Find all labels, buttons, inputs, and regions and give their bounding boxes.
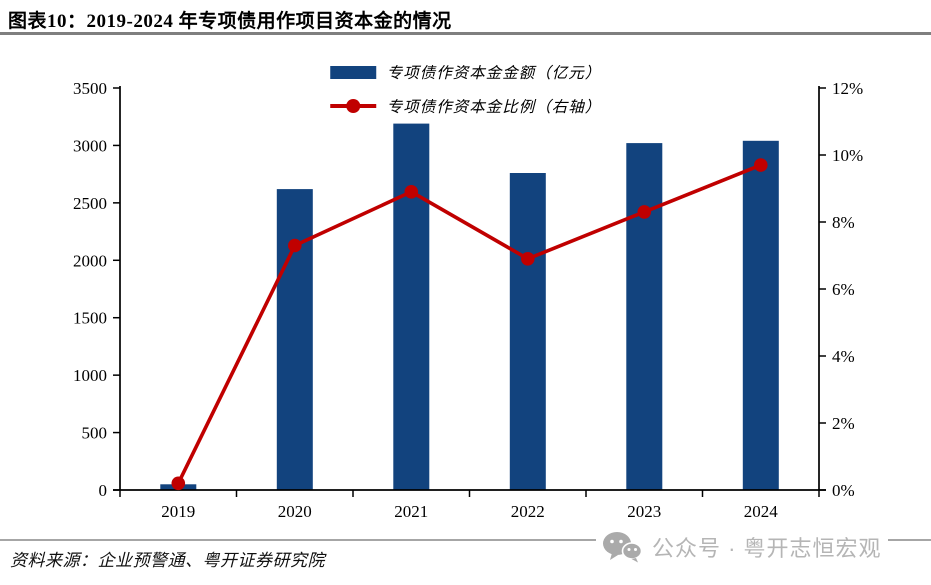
legend-label-line-series: 专项债作资本金比例（右轴） [386,99,602,116]
legend-item-bar-series: 专项债作资本金金额（亿元） [329,61,602,83]
chart-title: 图表10：2019-2024 年专项债用作项目资本金的情况 [8,11,452,32]
legend-line-marker [345,99,360,113]
legend-swatch-line [329,99,376,113]
left-axis-tick-label: 500 [82,424,108,443]
left-axis-tick-label: 3500 [73,79,107,98]
line-marker-2019 [171,476,186,491]
x-axis-label: 2023 [627,502,661,521]
left-axis-tick-label: 0 [99,481,108,500]
source-note: 资料来源：企业预警通、粤开证券研究院 [10,551,325,570]
line-marker-2024 [754,158,768,172]
legend-label-bar-series: 专项债作资本金金额（亿元） [386,65,602,82]
right-axis-tick-label: 2% [832,414,855,433]
x-axis-label: 2019 [161,502,195,521]
bar-2022 [509,173,546,490]
left-axis-tick-label: 1500 [73,309,107,328]
watermark-text: 公众号 · 粤开志恒宏观 [652,536,882,561]
wechat-icon [603,532,642,563]
title-divider [0,32,931,35]
line-marker-2022 [521,251,535,266]
legend-item-line-series: 专项债作资本金比例（右轴） [329,95,602,117]
line-marker-2020 [288,238,302,253]
bar-2021 [393,123,430,490]
chart-legend: 专项债作资本金金额（亿元） 专项债作资本金比例（右轴） [329,61,602,117]
left-axis-tick-label: 3000 [73,136,107,155]
right-axis-tick-label: 12% [832,79,863,98]
left-axis-tick-label: 1000 [73,366,107,385]
left-axis-tick-label: 2000 [73,251,107,270]
x-axis-label: 2022 [511,502,545,521]
left-axis-tick-label: 2500 [73,194,107,213]
watermark: 公众号 · 粤开志恒宏观 [596,528,888,566]
line-series [176,163,762,485]
x-axis-label: 2020 [278,502,312,521]
right-axis-tick-label: 10% [832,146,863,165]
right-axis-tick-label: 8% [832,213,855,232]
bar-2023 [626,143,663,490]
right-axis-tick-label: 0% [832,481,855,500]
legend-swatch-bar [329,65,376,79]
x-axis-label: 2024 [744,502,779,521]
bar-2024 [742,140,779,491]
line-marker-2023 [637,205,652,219]
line-marker-2021 [404,185,419,199]
x-axis-label: 2021 [394,502,428,521]
right-axis-tick-label: 4% [832,347,855,366]
bar-2020 [276,189,313,490]
right-axis-tick-label: 6% [832,280,855,299]
footer-divider [0,539,931,541]
